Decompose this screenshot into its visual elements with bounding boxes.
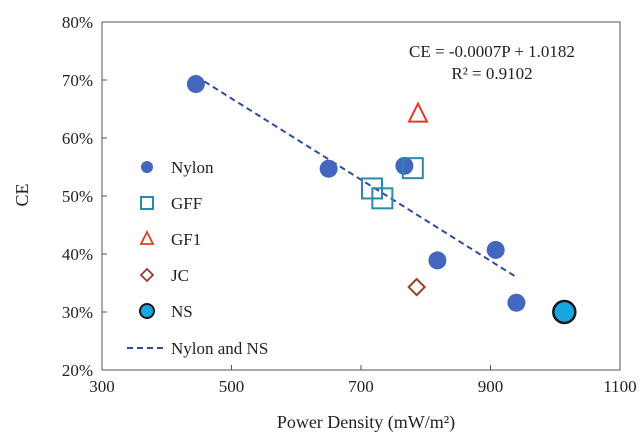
data-point-gff [371,187,394,210]
trendline-layer [195,75,517,278]
x-tick-label: 300 [89,377,115,396]
points-layer [186,75,577,325]
legend-label-ns: NS [171,302,193,321]
legend-label-gf1: GF1 [171,230,201,249]
legend: Nylon GFF GF1 JC NS Nylon and NS [127,158,268,358]
x-tick-label: 700 [348,377,374,396]
data-point-nylon [395,156,414,175]
legend-marker-ns [139,303,155,319]
data-point-ns [552,299,577,325]
data-point-jc [407,277,427,297]
x-tick-label: 900 [478,377,504,396]
data-point-nylon [319,159,338,178]
y-tick-label: 70% [62,71,93,90]
r-squared-annotation: R² = 0.9102 [451,64,532,83]
y-tick-label: 20% [62,361,93,380]
legend-marker-gff [140,196,154,210]
legend-marker-gf1 [139,229,155,245]
data-point-nylon [186,75,205,94]
y-tick-label: 40% [62,245,93,264]
y-tick-label: 80% [62,13,93,32]
y-tick-label: 50% [62,187,93,206]
equation-annotation: CE = -0.0007P + 1.0182 [409,42,575,61]
legend-label-gff: GFF [171,194,202,213]
y-tick-label: 60% [62,129,93,148]
data-point-gff [401,157,424,180]
data-point-nylon [507,293,526,312]
x-tick-label: 1100 [603,377,636,396]
data-point-nylon [428,251,447,270]
legend-label-jc: JC [171,266,189,285]
legend-label-trendline: Nylon and NS [171,339,268,358]
data-point-gf1 [407,101,429,123]
y-tick-label: 30% [62,303,93,322]
axes: 300 500 700 900 1100 20% 30% 40% 50% 60% 70% 80% [62,13,637,396]
legend-marker-jc [139,267,155,283]
legend-marker-nylon [141,161,153,173]
y-axis-label: CE [12,183,32,206]
trendline [195,75,517,278]
x-tick-label: 500 [219,377,245,396]
x-axis-label: Power Density (mW/m²) [277,412,455,433]
legend-label-nylon: Nylon [171,158,214,177]
data-point-nylon [486,240,505,259]
